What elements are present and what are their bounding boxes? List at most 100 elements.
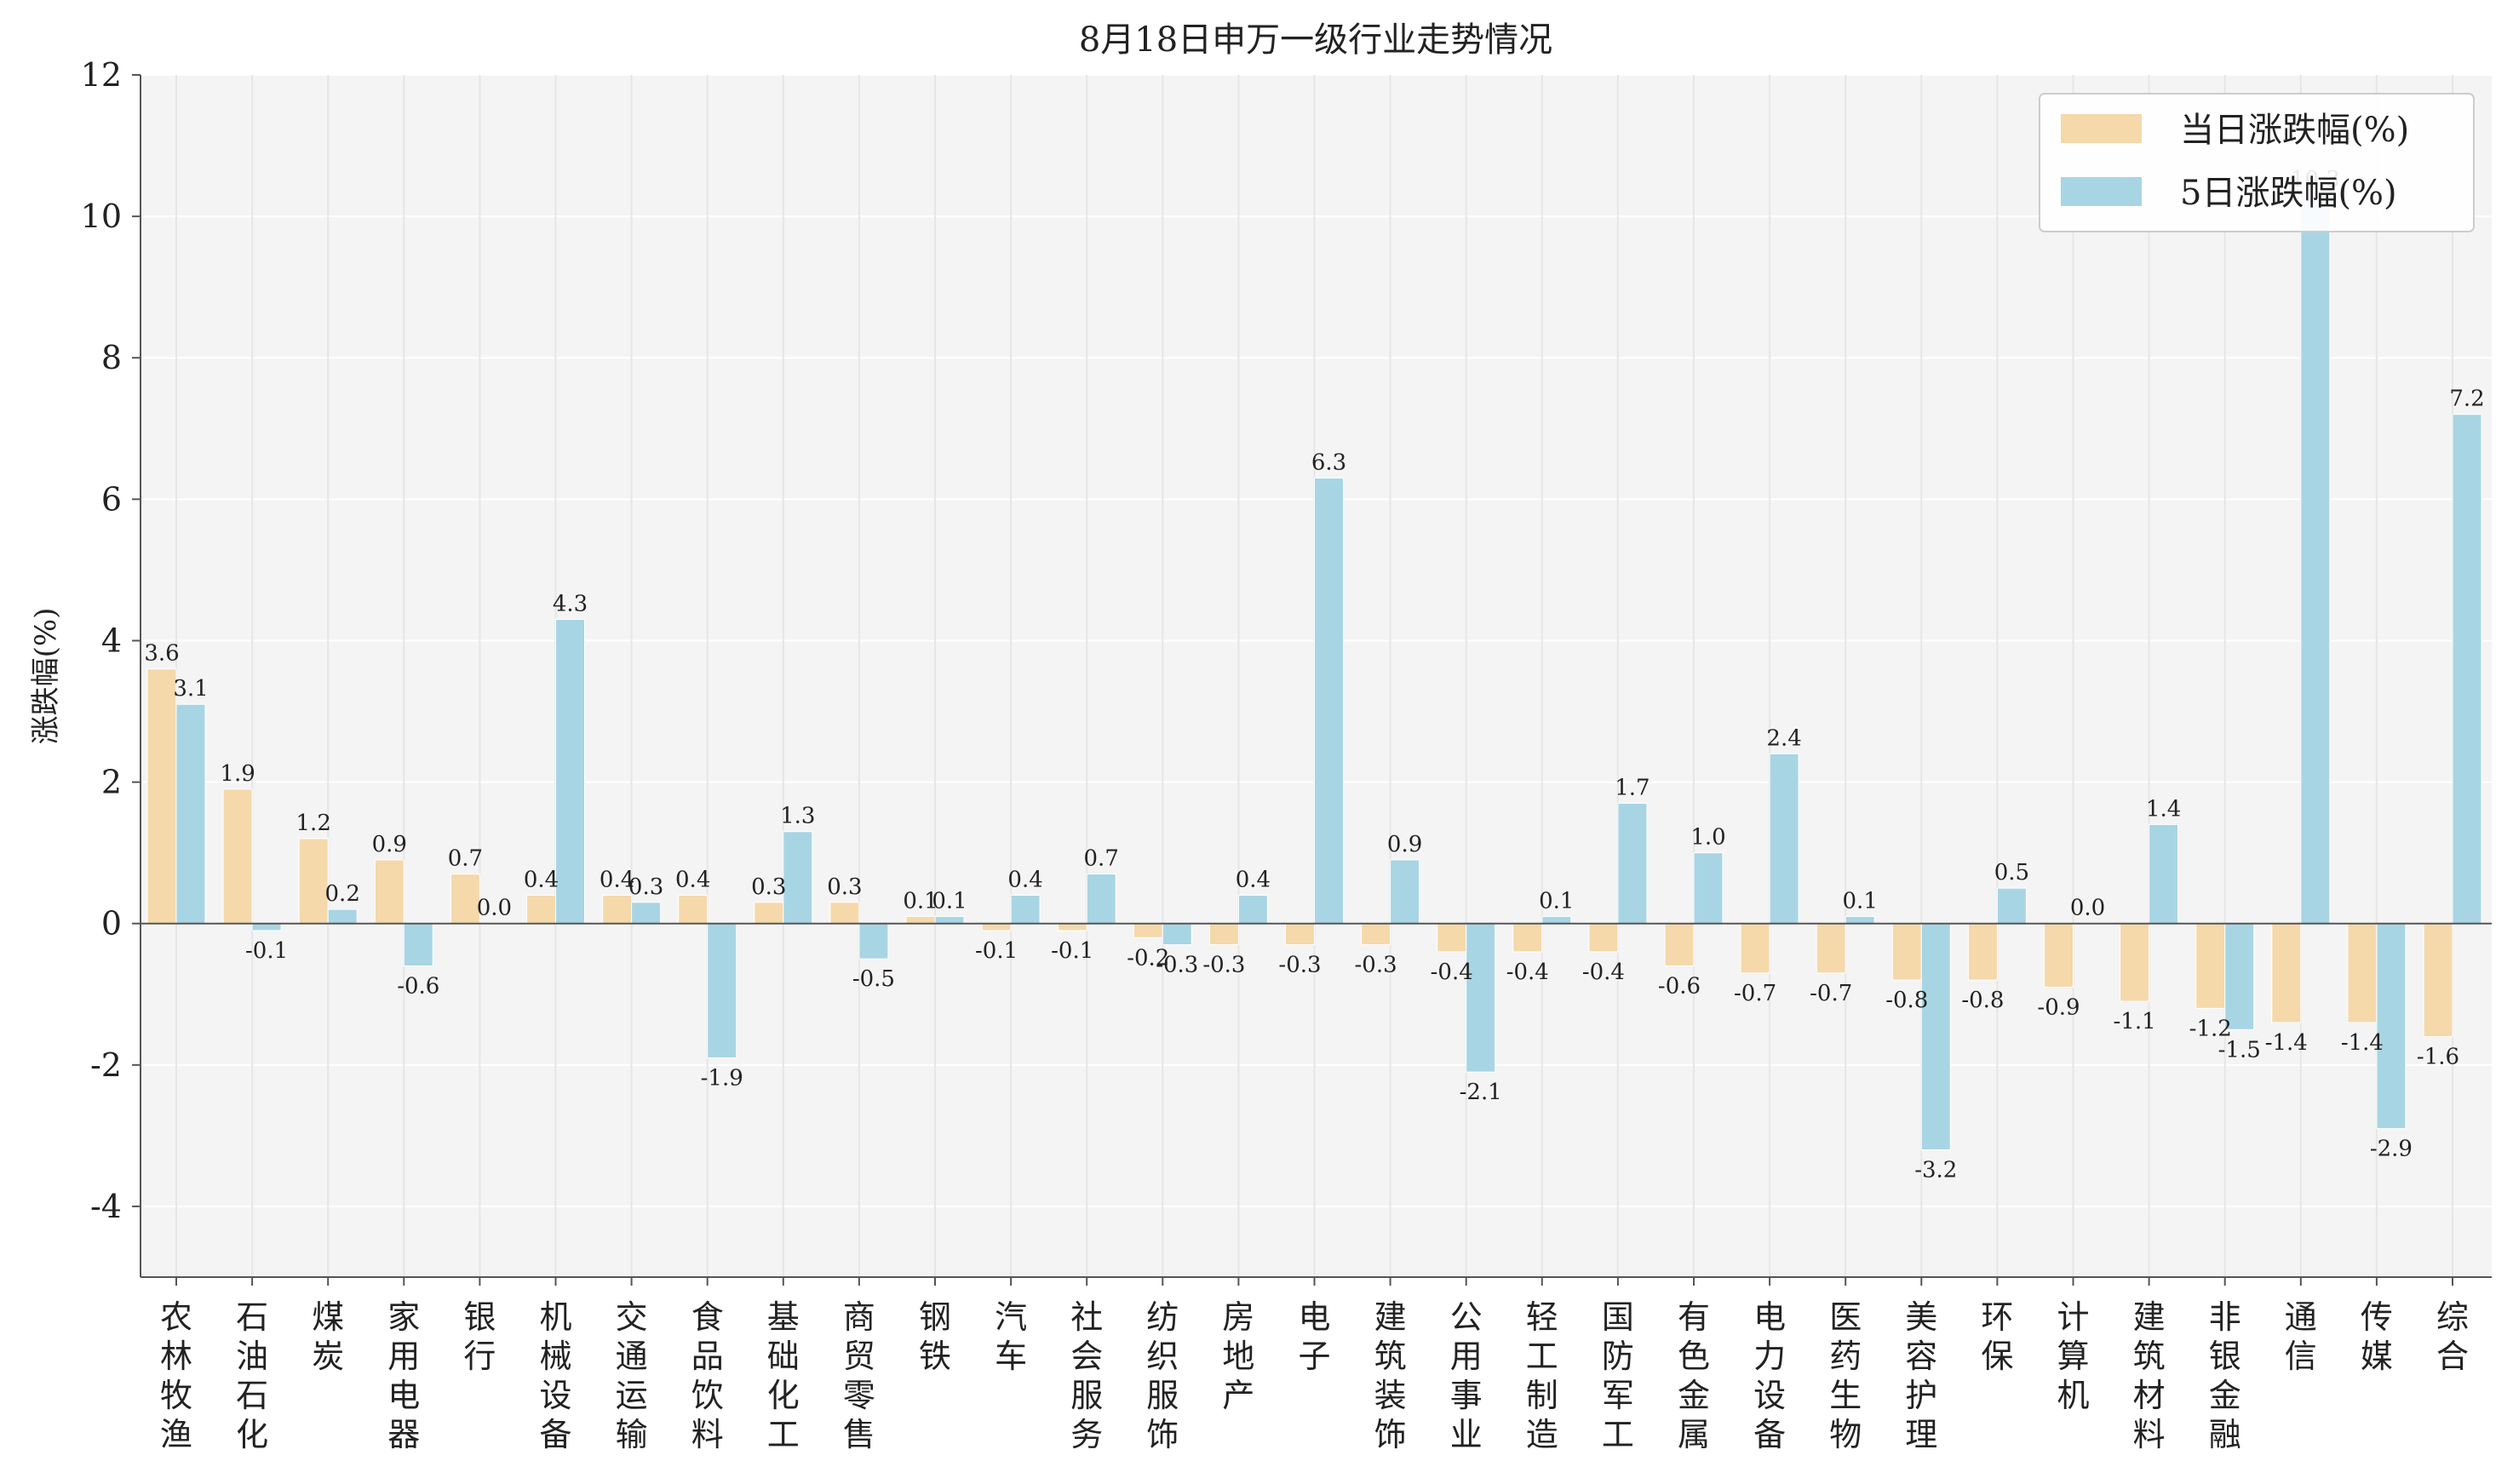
five-day-change-bar	[1086, 874, 1116, 925]
five-day-data-label: -0.5	[852, 966, 895, 992]
five-day-data-label: -0.3	[1156, 953, 1198, 978]
five-day-data-label: 6.3	[1311, 450, 1346, 475]
five-day-data-label: 1.3	[780, 804, 815, 829]
five-day-change-bar	[1466, 923, 1496, 1073]
legend-swatch-5day	[2061, 177, 2142, 206]
x-tick-label: 农林牧渔	[160, 1298, 192, 1453]
five-day-change-bar	[403, 923, 433, 967]
daily-data-label: -0.3	[1202, 953, 1245, 978]
five-day-data-label: -1.9	[701, 1066, 743, 1092]
daily-change-bar	[1437, 923, 1467, 953]
daily-change-bar	[1891, 923, 1922, 981]
five-day-data-label: -0.6	[397, 974, 439, 1000]
five-day-data-label: -2.1	[1460, 1080, 1502, 1105]
five-day-change-bar	[783, 831, 813, 925]
five-day-data-label: 0.3	[628, 874, 663, 900]
legend: 当日涨跌幅(%) 5日涨跌幅(%)	[2039, 93, 2475, 232]
daily-data-label: -0.2	[1127, 945, 1169, 971]
y-tick-label: 8	[101, 339, 122, 376]
x-tick-label: 基础化工	[767, 1298, 800, 1453]
y-tick-label: 0	[101, 905, 122, 943]
y-tick-label: -2	[90, 1046, 122, 1084]
daily-data-label: 0.7	[448, 846, 483, 872]
daily-change-bar	[1740, 923, 1770, 974]
five-day-data-label: 0.1	[1843, 888, 1878, 914]
five-day-change-bar	[1162, 923, 1192, 946]
x-tick-label: 钢铁	[919, 1298, 951, 1375]
five-day-data-label: 1.4	[2146, 796, 2181, 822]
five-day-data-label: 0.9	[1387, 832, 1422, 857]
daily-change-bar	[298, 838, 329, 925]
daily-data-label: -0.7	[1810, 981, 1852, 1006]
daily-change-bar	[1285, 923, 1315, 946]
daily-data-label: -0.4	[1582, 960, 1625, 985]
daily-data-label: -0.8	[1885, 988, 1928, 1013]
daily-data-label: 3.6	[144, 641, 179, 667]
x-tick-label: 非银金融	[2209, 1298, 2241, 1453]
five-day-data-label: 1.0	[1690, 825, 1725, 851]
daily-data-label: -1.1	[2114, 1009, 2156, 1034]
daily-data-label: 1.9	[220, 761, 255, 787]
daily-change-bar	[829, 902, 860, 925]
x-tick-label: 商贸零售	[843, 1298, 875, 1453]
daily-data-label: -0.7	[1734, 981, 1776, 1006]
daily-data-label: -0.3	[1278, 953, 1321, 978]
daily-change-bar	[450, 874, 480, 925]
five-day-change-bar	[175, 703, 206, 925]
daily-change-bar	[754, 902, 784, 925]
x-tick-label: 通信	[2285, 1298, 2317, 1375]
five-day-change-bar	[858, 923, 889, 960]
five-day-data-label: 0.4	[1007, 867, 1042, 892]
daily-data-label: -0.4	[1506, 960, 1549, 985]
daily-data-label: 0.1	[903, 888, 938, 914]
daily-change-bar	[2347, 923, 2378, 1023]
x-tick-label: 电子	[1298, 1298, 1330, 1375]
five-day-change-bar	[1390, 859, 1420, 925]
daily-change-bar	[2271, 923, 2302, 1023]
x-tick-label: 银行	[463, 1298, 496, 1375]
daily-change-bar	[1208, 923, 1239, 946]
x-tick-label: 机械设备	[539, 1298, 571, 1453]
daily-data-label: 1.2	[296, 811, 331, 836]
daily-change-bar	[1967, 923, 1998, 981]
five-day-data-label: -2.9	[2370, 1137, 2413, 1162]
x-tick-label: 环保	[1981, 1298, 2013, 1375]
x-tick-label: 石油石化	[236, 1298, 268, 1453]
daily-change-bar	[526, 894, 556, 925]
x-ticks-layer: 农林牧渔 石油石化 煤炭 家用电器 银行 机械设备 交通运输 食品饮料 基础化工 商贸零售 钢铁汽车…	[160, 1277, 2469, 1453]
x-tick-label: 有色金属	[1678, 1298, 1710, 1453]
daily-change-bar	[1512, 923, 1543, 953]
daily-data-label: 0.4	[675, 867, 710, 892]
daily-data-label: 0.4	[600, 867, 634, 892]
daily-change-bar	[905, 915, 936, 925]
bars-layer	[146, 194, 2482, 1150]
five-day-change-bar	[707, 923, 737, 1059]
five-day-change-bar	[1920, 923, 1951, 1150]
five-day-change-bar	[2149, 823, 2179, 925]
y-tick-label: 4	[101, 622, 122, 659]
y-axis-label: 涨跌幅(%)	[29, 608, 63, 745]
five-day-data-label: 0.2	[325, 881, 360, 907]
legend-swatch-daily	[2061, 114, 2142, 143]
daily-change-bar	[222, 788, 253, 925]
x-tick-label: 美容护理	[1905, 1298, 1937, 1453]
x-tick-label: 建筑材料	[2133, 1298, 2166, 1453]
five-day-data-label: 7.2	[2449, 387, 2484, 412]
x-tick-label: 公用事业	[1450, 1298, 1483, 1453]
five-day-change-bar	[2452, 414, 2482, 925]
daily-data-label: 0.9	[372, 832, 407, 857]
legend-label-5day: 5日涨跌幅(%)	[2180, 174, 2397, 213]
daily-data-label: -0.3	[1355, 953, 1397, 978]
five-day-data-label: 0.0	[477, 896, 512, 921]
five-day-change-bar	[1617, 803, 1648, 925]
daily-data-label: -1.4	[2341, 1030, 2384, 1056]
x-tick-label: 医药生物	[1829, 1298, 1862, 1453]
y-tick-label: 12	[81, 56, 122, 94]
daily-data-label: -1.4	[2265, 1030, 2308, 1056]
axes-layer	[140, 75, 2492, 1278]
daily-change-bar	[2120, 923, 2150, 1002]
daily-data-label: -0.8	[1961, 988, 2004, 1013]
five-day-data-label: 0.1	[1539, 888, 1574, 914]
five-day-change-bar	[1314, 477, 1344, 925]
y-tick-label: 2	[101, 764, 122, 801]
